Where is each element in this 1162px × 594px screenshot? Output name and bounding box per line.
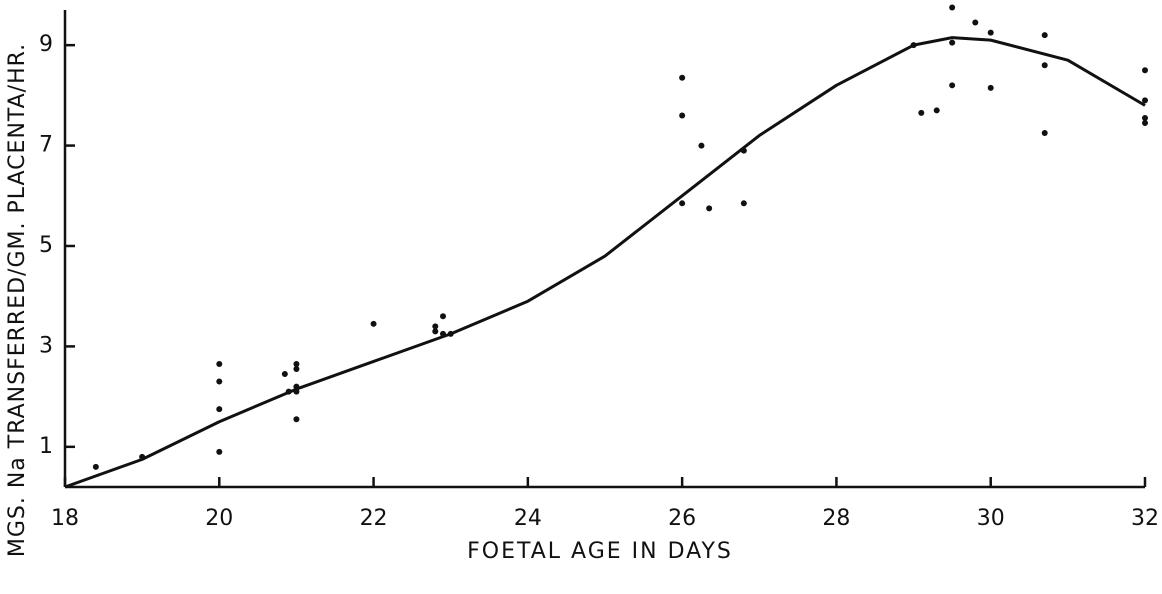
data-point — [1041, 62, 1048, 69]
x-axis-label: FOETAL AGE IN DAYS — [467, 539, 733, 564]
data-point — [432, 323, 439, 330]
data-point — [679, 74, 686, 81]
y-tick-label: 5 — [39, 233, 53, 258]
data-point — [1142, 97, 1148, 104]
data-point — [293, 388, 300, 395]
x-tick-label: 24 — [514, 506, 542, 531]
data-point — [1041, 130, 1048, 137]
x-tick-label: 20 — [205, 506, 233, 531]
data-point — [216, 378, 223, 385]
data-point — [740, 200, 747, 207]
data-point — [706, 205, 713, 212]
data-point — [440, 330, 446, 337]
data-point — [972, 19, 979, 26]
data-point — [447, 330, 454, 337]
data-point — [293, 366, 300, 373]
data-point — [216, 406, 223, 413]
data-point — [92, 463, 99, 470]
y-tick-label: 7 — [39, 133, 53, 158]
data-point — [698, 142, 705, 149]
fit-curve — [64, 36, 1146, 489]
data-point — [432, 328, 439, 335]
data-point — [918, 109, 925, 116]
data-point — [933, 107, 940, 114]
data-point — [910, 42, 917, 49]
data-point — [1142, 67, 1148, 74]
data-point — [740, 147, 747, 154]
x-tick-label: 18 — [51, 506, 79, 531]
data-point — [987, 84, 994, 91]
y-axis-label: MGS. Na TRANSFERRED/GM. PLACENTA/HR. — [5, 43, 30, 557]
data-point — [293, 416, 300, 423]
x-tick-label: 28 — [822, 506, 850, 531]
data-point — [949, 4, 956, 11]
data-point — [293, 360, 300, 367]
data-point — [1142, 119, 1148, 126]
data-point — [216, 360, 223, 367]
data-point — [1142, 114, 1148, 121]
y-tick-label: 1 — [39, 434, 53, 459]
data-point — [1041, 32, 1048, 39]
x-tick-label: 30 — [977, 506, 1005, 531]
data-point — [139, 453, 146, 460]
data-point — [949, 39, 956, 46]
data-point — [440, 313, 446, 320]
data-point — [285, 388, 292, 395]
y-tick-label: 3 — [39, 333, 53, 358]
data-point — [987, 29, 994, 36]
data-point — [293, 383, 300, 390]
x-tick-label: 26 — [668, 506, 696, 531]
data-point — [679, 200, 686, 207]
data-point — [949, 82, 956, 89]
data-point — [216, 448, 223, 455]
data-point — [679, 112, 686, 119]
x-tick-label: 32 — [1131, 506, 1159, 531]
data-point — [370, 320, 377, 327]
y-tick-label: 9 — [39, 32, 53, 57]
x-tick-label: 22 — [360, 506, 388, 531]
data-point — [281, 371, 288, 378]
